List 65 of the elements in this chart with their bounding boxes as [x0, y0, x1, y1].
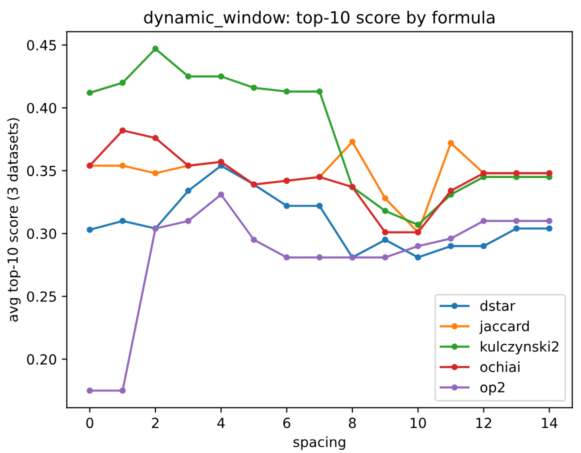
- point: [250, 84, 258, 91]
- legend-label: jaccard: [479, 320, 529, 334]
- chart-title: dynamic_window: top-10 score by formula: [144, 10, 494, 28]
- x-tick-label: 10: [410, 418, 426, 428]
- legend-label: ochiai: [480, 361, 520, 372]
- y-tick-label: 0.30: [27, 228, 56, 239]
- x-tick-label: 8: [348, 418, 356, 428]
- point: [382, 208, 388, 214]
- y-axis-title: avg top-10 score (3 datasets): [7, 118, 21, 322]
- point: [185, 188, 192, 194]
- point: [284, 88, 290, 95]
- point: [414, 254, 422, 261]
- point: [316, 254, 323, 261]
- x-axis-title: spacing: [293, 436, 346, 450]
- point: [448, 235, 454, 242]
- x-tick-label: 4: [217, 418, 225, 428]
- x-tick-label: 6: [283, 418, 290, 428]
- point: [250, 236, 258, 243]
- point: [316, 202, 323, 210]
- point: [218, 73, 224, 80]
- x-tick-label: 0: [86, 418, 94, 428]
- point: [349, 138, 356, 145]
- point: [86, 387, 93, 394]
- point: [513, 225, 520, 232]
- x-tick-label: 2: [152, 418, 158, 428]
- y-tick-label: 0.40: [27, 102, 56, 114]
- point: [382, 195, 388, 202]
- point: [480, 242, 487, 250]
- point: [86, 226, 93, 233]
- point: [513, 218, 520, 224]
- point: [119, 218, 126, 224]
- y-tick-label: 0.35: [27, 166, 56, 176]
- point: [414, 222, 422, 228]
- point: [448, 140, 454, 146]
- point: [119, 387, 126, 394]
- point: [414, 242, 422, 250]
- x-tick-label: 12: [476, 418, 492, 428]
- point: [185, 218, 192, 224]
- point: [152, 170, 159, 176]
- legend-label: dstar: [480, 300, 516, 311]
- point: [382, 229, 388, 236]
- point: [185, 73, 192, 80]
- point: [218, 191, 224, 198]
- point: [119, 80, 126, 86]
- point: [284, 254, 290, 261]
- x-tick-label: 14: [542, 418, 558, 428]
- point: [284, 202, 290, 210]
- legend-label: op2: [480, 382, 504, 396]
- point: [382, 254, 388, 261]
- point: [152, 134, 159, 142]
- point: [316, 88, 323, 95]
- point: [382, 236, 388, 243]
- point: [546, 218, 552, 224]
- y-tick-label: 0.45: [27, 40, 56, 51]
- point: [448, 242, 454, 250]
- point: [546, 225, 552, 232]
- point: [152, 46, 159, 52]
- y-tick-label: 0.20: [27, 354, 56, 365]
- point: [448, 188, 454, 194]
- point: [119, 162, 126, 169]
- point: [480, 218, 487, 224]
- y-tick-label: 0.25: [27, 291, 56, 302]
- legend-label: kulczynski2: [480, 340, 558, 354]
- point: [86, 90, 93, 96]
- point: [119, 127, 126, 134]
